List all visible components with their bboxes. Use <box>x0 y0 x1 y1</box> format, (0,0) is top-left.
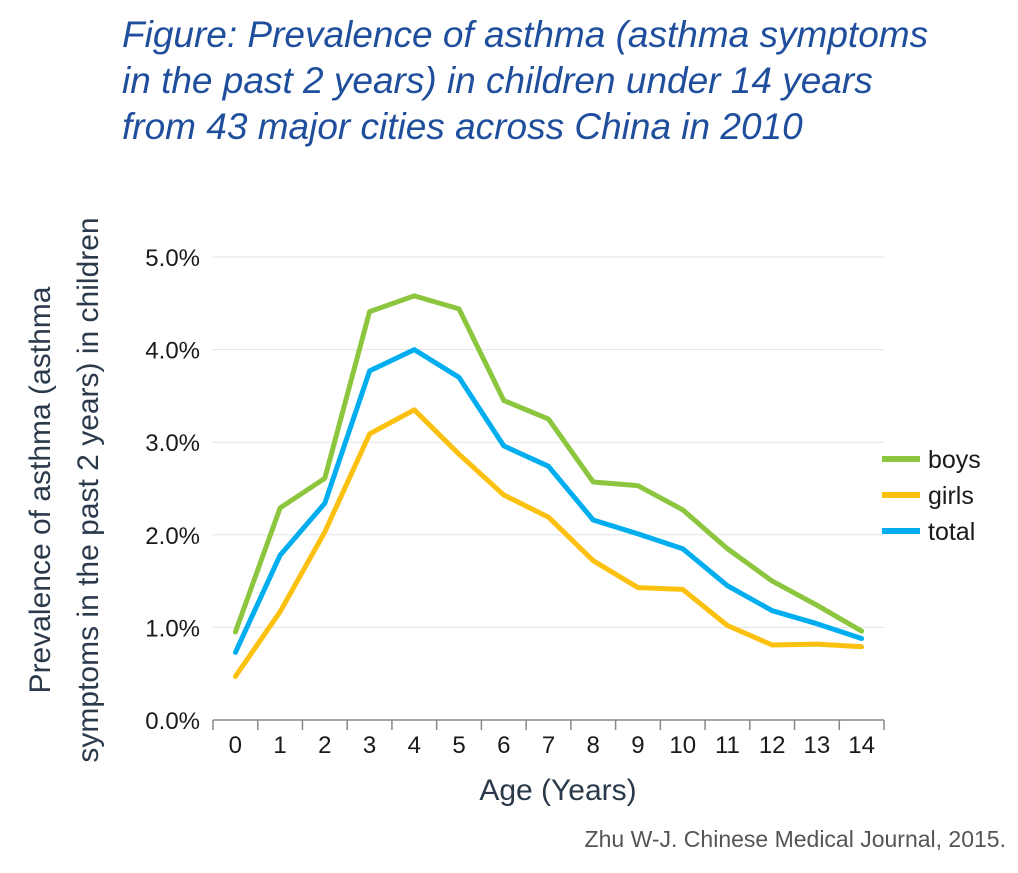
y-tick-label: 0.0% <box>145 708 200 735</box>
y-tick-label: 4.0% <box>145 338 200 365</box>
y-axis-title-line-2: symptoms in the past 2 years) in childre… <box>72 217 105 762</box>
x-axis-title: Age (Years) <box>479 774 636 807</box>
legend-label-girls: girls <box>928 482 974 510</box>
series-line-girls <box>232 407 865 679</box>
y-axis-title-line: symptoms in the past 2 years) in childre… <box>72 217 105 762</box>
x-tick-label: 10 <box>669 732 696 759</box>
chart-title-line: in the past 2 years) in children under 1… <box>122 60 873 101</box>
source-citation: Zhu W-J. Chinese Medical Journal, 2015. <box>584 826 1006 852</box>
y-tick-label: 5.0% <box>145 245 200 272</box>
x-tick-label: 8 <box>587 732 600 759</box>
series-line-total <box>232 347 865 655</box>
x-tick-label: 7 <box>542 732 555 759</box>
series-line-boys <box>232 293 865 635</box>
x-tick-label: 2 <box>318 732 331 759</box>
x-tick-label: 3 <box>363 732 376 759</box>
x-tick-label: 0 <box>229 732 242 759</box>
y-tick-label: 3.0% <box>145 430 200 457</box>
x-tick-label: 1 <box>273 732 286 759</box>
legend-label-total: total <box>928 518 975 546</box>
chart-title: Figure: Prevalence of asthma (asthma sym… <box>122 12 1002 150</box>
y-axis-title: Prevalence of asthma (asthma <box>24 286 57 693</box>
x-tick-label: 12 <box>759 732 786 759</box>
y-axis-ticks: 0.0% 1.0% 2.0% 3.0% 4.0% 5.0% <box>145 245 200 735</box>
legend: boys girls total <box>882 446 981 546</box>
legend-label-boys: boys <box>928 446 981 474</box>
x-tick-label: 5 <box>452 732 465 759</box>
x-tick-label: 14 <box>848 732 875 759</box>
y-tick-label: 1.0% <box>145 615 200 642</box>
x-tick-label: 4 <box>408 732 421 759</box>
gridlines <box>213 256 884 628</box>
x-axis-ticks: 0 1 2 3 4 5 6 7 8 9 10 11 12 13 14 <box>212 720 885 759</box>
x-tick-label: 13 <box>804 732 831 759</box>
y-axis-title-line: Prevalence of asthma (asthma <box>24 286 57 693</box>
series-lines <box>232 293 865 679</box>
y-tick-label: 2.0% <box>145 523 200 550</box>
chart-title-line: from 43 major cities across China in 201… <box>122 106 803 147</box>
x-tick-label: 9 <box>631 732 644 759</box>
chart-title-line: Figure: Prevalence of asthma (asthma sym… <box>122 14 929 55</box>
x-tick-label: 6 <box>497 732 510 759</box>
x-tick-label: 11 <box>715 732 740 759</box>
